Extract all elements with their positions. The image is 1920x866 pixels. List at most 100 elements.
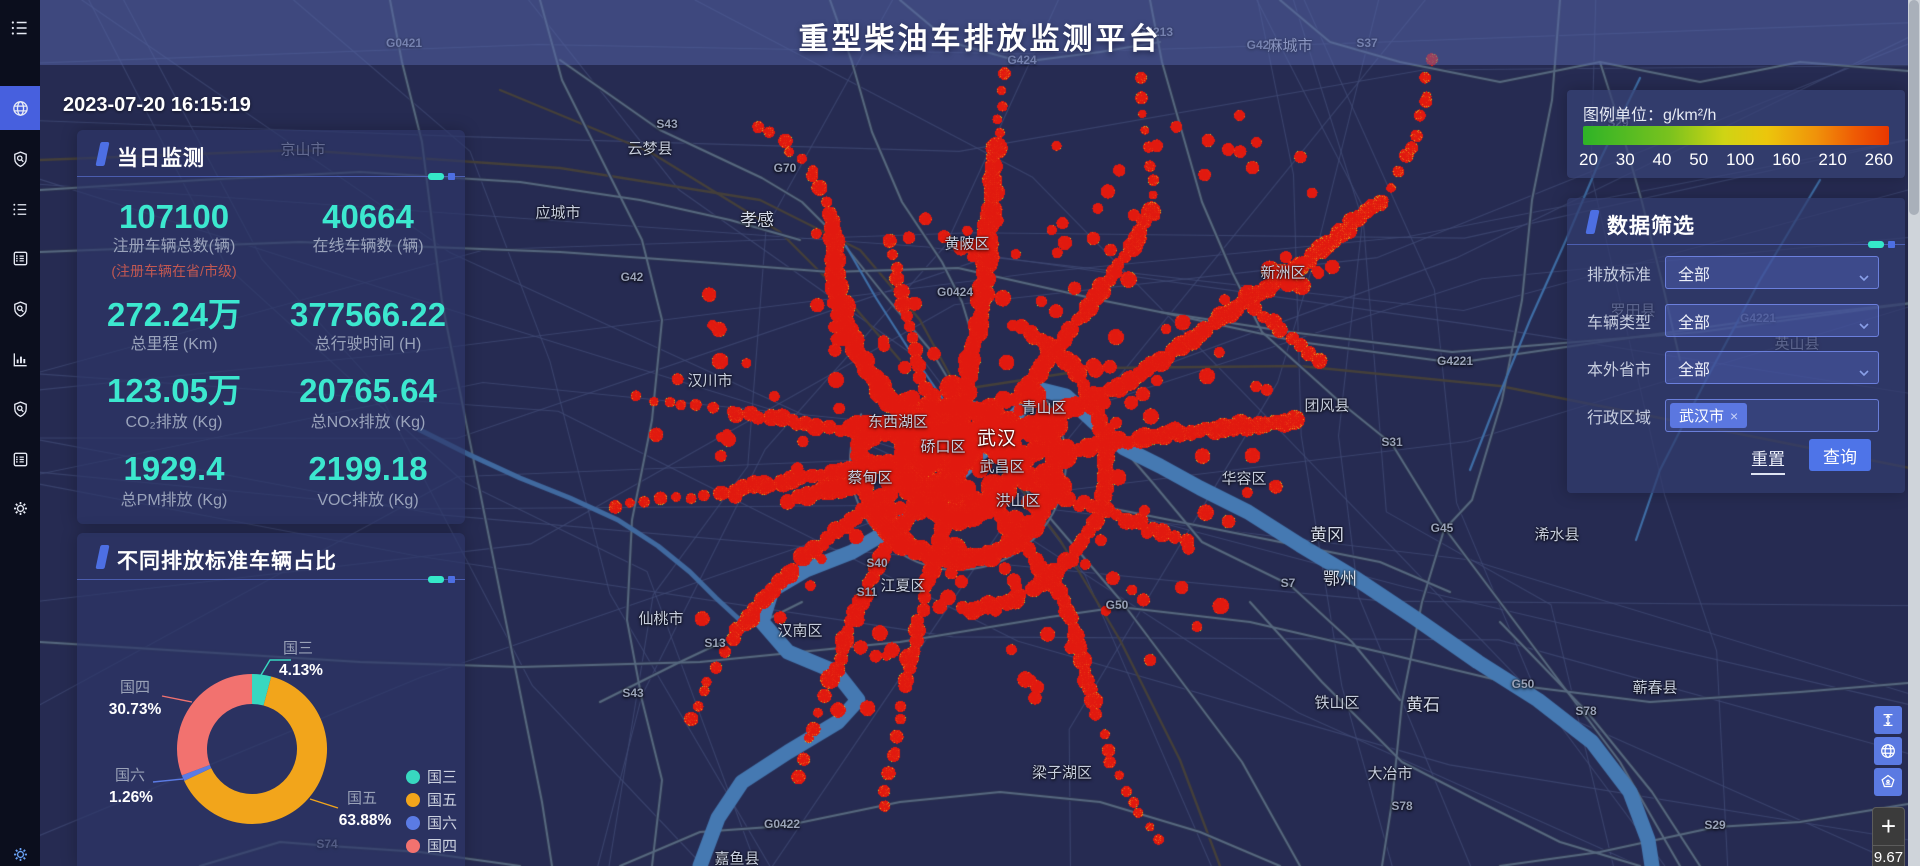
filter-select-2[interactable]: 全部 bbox=[1665, 351, 1879, 384]
title-slash-icon bbox=[95, 545, 110, 569]
shield-search-icon bbox=[11, 150, 30, 169]
shield-search-icon bbox=[11, 300, 30, 319]
filter-select-value: 全部 bbox=[1678, 361, 1711, 379]
sidebar-item-doc-list[interactable] bbox=[0, 236, 40, 280]
stat-value: 272.24万 bbox=[107, 296, 241, 333]
filter-select-value: 全部 bbox=[1678, 314, 1711, 332]
stat-label: 总PM排放 (Kg) bbox=[120, 492, 228, 509]
filter-row-2: 本外省市 全部 bbox=[1587, 351, 1879, 384]
legend-swatch-国五[interactable] bbox=[406, 793, 420, 807]
sidebar-item-bar-chart[interactable] bbox=[0, 337, 40, 381]
legend-tick: 20 bbox=[1579, 150, 1598, 169]
legend-title: 图例单位：g/km²/h bbox=[1583, 101, 1716, 125]
stat-value: 1929.4 bbox=[123, 450, 225, 487]
legend-swatch-国三[interactable] bbox=[406, 770, 420, 784]
measure-icon bbox=[1879, 711, 1897, 729]
header: 重型柴油车排放监测平台 bbox=[40, 0, 1920, 65]
data-filter-header: 数据筛选 bbox=[1567, 198, 1905, 248]
sidebar-item-settings-bottom[interactable] bbox=[0, 832, 40, 866]
emission-share-panel: 不同排放标准车辆占比 国三 4.13% 国五 63.88% 国六 1.26% 国四 30.73… bbox=[77, 533, 465, 866]
zoom-in-button[interactable]: + bbox=[1873, 808, 1904, 846]
panel-toggle[interactable] bbox=[1868, 241, 1895, 248]
legend-tick: 50 bbox=[1689, 150, 1709, 169]
legend-unit-label: 图例单位： bbox=[1583, 107, 1664, 124]
chevron-down-icon bbox=[1859, 364, 1869, 377]
scrollbar-thumb[interactable] bbox=[1909, 0, 1919, 215]
zoom-control: + 9.67 bbox=[1872, 807, 1905, 866]
sidebar-item-doc-list[interactable] bbox=[0, 437, 40, 481]
daily-monitor-title: 当日监测 bbox=[117, 147, 205, 170]
panel-toggle[interactable] bbox=[428, 576, 455, 583]
list-icon bbox=[11, 200, 30, 219]
emission-share-title: 不同排放标准车辆占比 bbox=[117, 550, 337, 573]
legend-tick: 40 bbox=[1652, 150, 1672, 169]
donut-label-name: 国四 bbox=[120, 679, 150, 696]
page-title: 重型柴油车排放监测平台 bbox=[798, 23, 1162, 56]
remove-tag-icon[interactable]: × bbox=[1730, 407, 1739, 424]
donut-slice-国五[interactable] bbox=[184, 676, 327, 824]
legend-ticks: 20 30 40 50 100 160 210 260 bbox=[1579, 150, 1893, 170]
legend-tick: 260 bbox=[1864, 150, 1893, 169]
stat-label: 总行驶时间 (H) bbox=[314, 336, 422, 353]
region-tag-label: 武汉市 bbox=[1679, 408, 1725, 425]
map-tool-measure-button[interactable] bbox=[1874, 706, 1902, 734]
page-scrollbar[interactable] bbox=[1908, 0, 1920, 866]
donut-slice-国六[interactable] bbox=[181, 764, 212, 781]
legend-tick: 30 bbox=[1615, 150, 1635, 169]
filter-row-1: 车辆类型 全部 bbox=[1587, 304, 1879, 337]
map-tool-fence-button[interactable] bbox=[1874, 768, 1902, 796]
sidebar-item-gear[interactable] bbox=[0, 486, 40, 530]
query-button[interactable]: 查询 bbox=[1809, 439, 1871, 471]
sidebar-item-shield-search[interactable] bbox=[0, 137, 40, 181]
gear-icon bbox=[11, 845, 30, 864]
donut-leader-line bbox=[260, 659, 291, 676]
panel-toggle[interactable] bbox=[428, 173, 455, 180]
daily-monitor-panel: 当日监测 107100 注册车辆总数(辆) (注册车辆在省/市级) 40664 在线车辆… bbox=[77, 130, 465, 524]
stat-label: 总NOx排放 (Kg) bbox=[310, 414, 426, 431]
donut-leader-line bbox=[161, 695, 193, 703]
legend-tick: 100 bbox=[1726, 150, 1755, 169]
map-tool-globe-button[interactable] bbox=[1874, 737, 1902, 765]
stat-value: 20765.64 bbox=[299, 372, 437, 409]
filter-region-input[interactable]: 武汉市 × bbox=[1665, 399, 1879, 432]
gear-icon bbox=[11, 499, 30, 518]
bar-chart-icon bbox=[11, 350, 30, 369]
donut-leader-line bbox=[152, 778, 184, 783]
stat-value: 123.05万 bbox=[107, 372, 241, 409]
legend-swatch-国四[interactable] bbox=[406, 839, 420, 853]
legend-item-label: 国三 bbox=[427, 769, 457, 786]
stat-7: 2199.18 VOC排放 (Kg) bbox=[271, 449, 465, 511]
filter-select-1[interactable]: 全部 bbox=[1665, 304, 1879, 337]
legend-item-label: 国六 bbox=[427, 815, 457, 832]
emission-share-header: 不同排放标准车辆占比 bbox=[77, 533, 465, 583]
sidebar bbox=[0, 0, 40, 866]
donut-label-value: 30.73% bbox=[109, 701, 162, 718]
fence-icon bbox=[1879, 773, 1897, 791]
sidebar-item-list[interactable] bbox=[0, 187, 40, 231]
current-timestamp: 2023-07-20 16:15:19 bbox=[63, 94, 251, 116]
reset-button[interactable]: 重置 bbox=[1751, 445, 1785, 475]
filter-select-0[interactable]: 全部 bbox=[1665, 256, 1879, 289]
chevron-down-icon bbox=[1859, 269, 1869, 282]
stat-note: (注册车辆在省/市级) bbox=[111, 263, 237, 279]
filter-row-3: 行政区域 武汉市 × bbox=[1587, 399, 1879, 432]
donut-slice-国三[interactable] bbox=[251, 674, 272, 706]
sidebar-item-shield-search[interactable] bbox=[0, 287, 40, 331]
sidebar-item-globe-active[interactable] bbox=[0, 86, 40, 130]
donut-slice-国四[interactable] bbox=[177, 674, 253, 776]
sidebar-item-menu[interactable] bbox=[0, 6, 40, 50]
stat-label: CO₂排放 (Kg) bbox=[125, 414, 223, 431]
donut-label-name: 国五 bbox=[347, 790, 377, 807]
filter-label: 本外省市 bbox=[1587, 361, 1652, 379]
stat-6: 1929.4 总PM排放 (Kg) bbox=[77, 449, 271, 511]
title-slash-icon bbox=[1585, 210, 1600, 234]
stat-0: 107100 注册车辆总数(辆) bbox=[77, 197, 271, 257]
filter-label: 车辆类型 bbox=[1587, 314, 1652, 332]
filter-label: 排放标准 bbox=[1587, 266, 1652, 284]
stat-value: 107100 bbox=[118, 198, 230, 235]
sidebar-item-shield-search[interactable] bbox=[0, 387, 40, 431]
legend-swatch-国六[interactable] bbox=[406, 816, 420, 830]
stat-label: VOC排放 (Kg) bbox=[317, 492, 419, 509]
